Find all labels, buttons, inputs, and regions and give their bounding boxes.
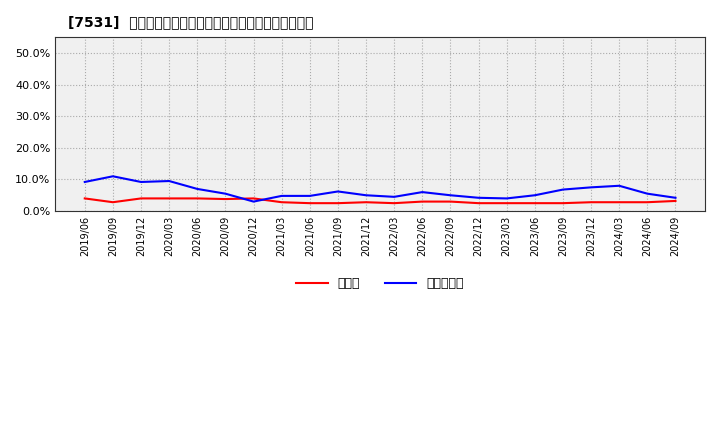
現預金 bbox=[249, 196, 258, 201]
有利子負債 bbox=[643, 191, 652, 196]
有利子負債 bbox=[333, 189, 342, 194]
現預金 bbox=[643, 200, 652, 205]
現預金 bbox=[333, 201, 342, 206]
現預金 bbox=[531, 201, 539, 206]
有利子負債 bbox=[671, 195, 680, 201]
有利子負債 bbox=[446, 193, 455, 198]
現預金 bbox=[221, 196, 230, 202]
有利子負債 bbox=[474, 195, 483, 201]
Line: 現預金: 現預金 bbox=[85, 198, 675, 203]
有利子負債 bbox=[81, 180, 89, 185]
現預金 bbox=[474, 201, 483, 206]
現預金 bbox=[165, 196, 174, 201]
現預金 bbox=[193, 196, 202, 201]
有利子負債 bbox=[418, 190, 427, 195]
現預金 bbox=[361, 200, 370, 205]
現預金 bbox=[305, 201, 314, 206]
現預金 bbox=[446, 199, 455, 204]
有利子負債 bbox=[390, 194, 398, 199]
有利子負債 bbox=[531, 193, 539, 198]
有利子負債 bbox=[615, 183, 624, 188]
有利子負債 bbox=[559, 187, 567, 192]
現預金 bbox=[559, 201, 567, 206]
有利子負債 bbox=[137, 180, 145, 185]
現預金 bbox=[503, 201, 511, 206]
有利子負債 bbox=[109, 174, 117, 179]
有利子負債 bbox=[305, 193, 314, 198]
Line: 有利子負債: 有利子負債 bbox=[85, 176, 675, 202]
現預金 bbox=[277, 200, 286, 205]
現預金 bbox=[390, 201, 398, 206]
有利子負債 bbox=[503, 196, 511, 201]
有利子負債 bbox=[165, 178, 174, 183]
現預金 bbox=[587, 200, 595, 205]
Text: [7531]  現預金、有利子負債の総資産に対する比率の推移: [7531] 現預金、有利子負債の総資産に対する比率の推移 bbox=[68, 15, 314, 29]
現預金 bbox=[671, 198, 680, 204]
現預金 bbox=[615, 200, 624, 205]
現預金 bbox=[81, 196, 89, 201]
有利子負債 bbox=[587, 185, 595, 190]
Legend: 現預金, 有利子負債: 現預金, 有利子負債 bbox=[292, 272, 469, 295]
現預金 bbox=[137, 196, 145, 201]
有利子負債 bbox=[277, 193, 286, 198]
有利子負債 bbox=[193, 186, 202, 191]
現預金 bbox=[109, 200, 117, 205]
有利子負債 bbox=[249, 199, 258, 204]
現預金 bbox=[418, 199, 427, 204]
有利子負債 bbox=[361, 193, 370, 198]
有利子負債 bbox=[221, 191, 230, 196]
